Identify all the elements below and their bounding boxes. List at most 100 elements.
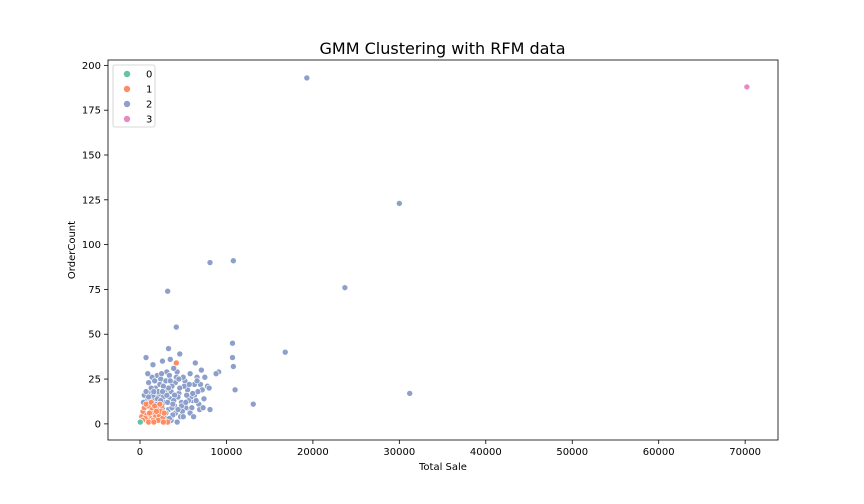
point-series-2-102: [190, 413, 197, 421]
point-series-2-16: [206, 406, 214, 413]
point-series-2-36: [145, 379, 152, 386]
point-series-1-29: [150, 418, 158, 426]
point-series-2-23: [159, 357, 166, 365]
plot-area-frame: [107, 59, 779, 441]
y-tick-label-125: 125: [82, 195, 101, 206]
legend: 0 1 2 3: [112, 64, 156, 128]
point-series-2-92: [142, 388, 150, 395]
x-tick-label-0: 0: [137, 447, 143, 458]
point-series-2-110: [160, 382, 167, 390]
point-series-1-26: [153, 408, 160, 415]
legend-label-0: 0: [146, 70, 152, 81]
point-series-2-29: [201, 373, 209, 381]
point-series-1-18: [160, 409, 168, 417]
point-series-2-21: [142, 354, 150, 361]
point-series-1-19: [146, 409, 153, 417]
point-series-2-122: [185, 381, 193, 388]
x-tick-label-40000: 40000: [470, 447, 502, 458]
point-series-2-82: [166, 372, 173, 379]
point-series-2-0: [303, 74, 311, 82]
y-tick-label-150: 150: [82, 151, 101, 162]
point-series-1-0: [173, 359, 180, 367]
x-axis: 0 10000 20000 30000 40000 50000 60000 70000: [137, 440, 761, 458]
point-series-2-115: [175, 375, 183, 383]
point-series-2-94: [183, 391, 190, 399]
point-series-2-1: [396, 200, 403, 207]
point-series-2-14: [249, 400, 257, 408]
point-series-2-15: [231, 386, 239, 394]
y-tick-label-200: 200: [82, 61, 101, 72]
point-series-3-0: [743, 83, 751, 91]
point-series-2-22: [149, 361, 157, 369]
point-series-2-5: [164, 287, 171, 295]
point-series-2-120: [169, 400, 177, 408]
point-series-2-24: [166, 356, 174, 363]
point-series-2-99: [173, 418, 181, 426]
point-series-2-104: [200, 395, 208, 403]
x-tick-label-10000: 10000: [211, 447, 243, 458]
point-series-2-9: [229, 354, 236, 361]
y-axis-label: OrderCount: [67, 221, 78, 279]
point-series-2-111: [166, 377, 174, 385]
legend-marker-2: [123, 100, 131, 108]
point-series-2-95: [176, 384, 184, 392]
x-tick-label-20000: 20000: [297, 447, 329, 458]
point-series-2-105: [171, 391, 178, 399]
x-axis-label: Total Sale: [418, 462, 467, 473]
y-tick-label-75: 75: [88, 285, 101, 296]
legend-label-3: 3: [146, 115, 152, 126]
point-series-2-80: [151, 377, 158, 385]
legend-label-1: 1: [146, 85, 152, 96]
point-series-2-100: [179, 413, 187, 421]
point-series-0-3: [136, 418, 144, 426]
chart-title: GMM Clustering with RFM data: [320, 39, 566, 58]
y-tick-label-0: 0: [95, 419, 101, 430]
point-series-2-127: [159, 388, 166, 395]
point-series-1-30: [160, 418, 167, 426]
point-series-2-123: [193, 377, 201, 385]
legend-marker-3: [123, 115, 131, 123]
point-series-2-7: [229, 339, 236, 347]
y-tick-label-175: 175: [82, 106, 101, 117]
point-series-2-65: [170, 364, 177, 372]
point-series-2-118: [150, 388, 158, 395]
y-axis: 0 25 50 75 100 125 150 175 200: [82, 61, 108, 430]
point-series-2-121: [174, 406, 182, 413]
point-series-2-114: [189, 390, 197, 397]
y-tick-label-25: 25: [88, 375, 101, 386]
point-series-2-124: [199, 404, 207, 412]
point-series-2-6: [173, 323, 180, 331]
point-series-2-10: [165, 345, 172, 352]
x-tick-label-50000: 50000: [556, 447, 588, 458]
point-series-2-2: [341, 284, 349, 291]
x-tick-label-60000: 60000: [643, 447, 675, 458]
point-series-2-113: [182, 399, 190, 406]
point-series-2-18: [212, 370, 220, 377]
point-series-2-8: [281, 348, 289, 356]
x-tick-label-30000: 30000: [383, 447, 415, 458]
legend-label-2: 2: [146, 100, 152, 111]
legend-box: [112, 64, 156, 128]
legend-marker-0: [123, 70, 131, 78]
point-series-2-12: [230, 363, 237, 370]
point-series-2-4: [206, 259, 214, 266]
point-series-2-119: [163, 391, 171, 399]
point-series-1-27: [156, 400, 164, 408]
point-series-2-27: [198, 366, 205, 374]
points-layer: [136, 74, 751, 426]
point-series-2-20: [205, 384, 213, 392]
point-series-2-11: [176, 350, 184, 358]
point-series-2-71: [192, 397, 200, 404]
point-series-2-69: [144, 370, 152, 377]
point-series-2-25: [186, 370, 194, 377]
point-series-2-13: [406, 390, 414, 397]
point-series-2-3: [230, 257, 237, 265]
x-tick-label-70000: 70000: [729, 447, 761, 458]
y-tick-label-50: 50: [88, 330, 101, 341]
point-series-2-81: [158, 370, 165, 377]
point-series-2-26: [192, 359, 199, 367]
y-tick-label-100: 100: [82, 240, 101, 251]
legend-marker-1: [123, 85, 131, 93]
point-series-2-109: [145, 393, 152, 401]
